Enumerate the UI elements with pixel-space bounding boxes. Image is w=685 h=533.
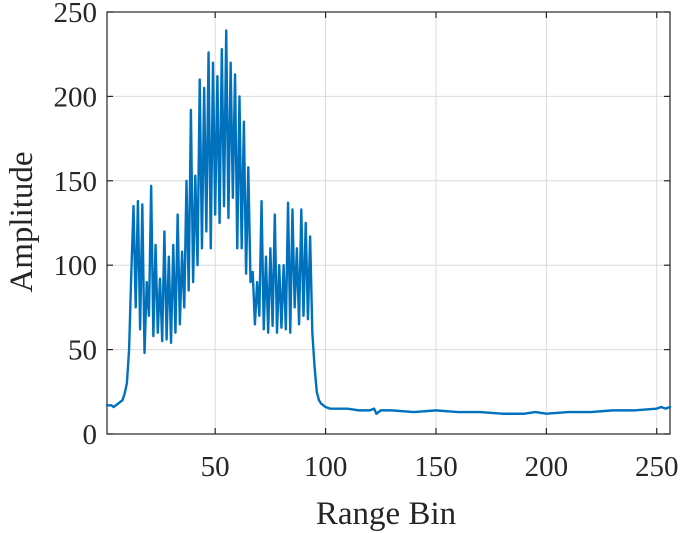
y-tick-label: 250 (54, 0, 98, 29)
x-axis-label: Range Bin (316, 496, 456, 532)
x-tick-label: 250 (635, 451, 679, 483)
x-tick-label: 150 (414, 451, 458, 483)
x-tick-label: 100 (304, 451, 348, 483)
x-tick-label: 200 (525, 451, 569, 483)
y-tick-label: 100 (54, 250, 98, 282)
y-tick-label: 50 (68, 335, 97, 367)
grid-lines (107, 12, 670, 434)
plot-area-box (106, 11, 671, 435)
y-tick-label: 200 (54, 81, 98, 113)
y-tick-label: 150 (54, 166, 98, 198)
y-tick-labels: 0 50 100 150 200 250 (54, 0, 98, 451)
axis-ticks (107, 11, 670, 435)
series-line (105, 29, 672, 415)
x-tick-labels: 50 100 150 200 250 (201, 451, 679, 483)
y-axis-label: Amplitude (4, 151, 40, 292)
x-tick-label: 50 (201, 451, 230, 483)
y-tick-label: 0 (83, 419, 98, 451)
